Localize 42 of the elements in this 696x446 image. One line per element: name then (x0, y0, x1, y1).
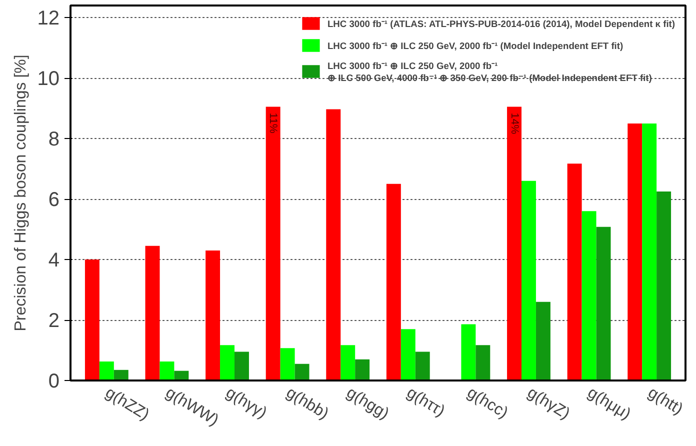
bar (206, 250, 220, 380)
bar (280, 348, 295, 380)
y-tick-label: 0 (48, 370, 60, 392)
y-tick-label: 12 (37, 8, 60, 30)
bar (220, 345, 234, 380)
bar (340, 345, 356, 380)
bar (266, 106, 280, 380)
bar (326, 109, 341, 380)
bar (476, 345, 490, 380)
bar (507, 106, 522, 380)
y-tick-label: 4 (48, 250, 60, 272)
bar (114, 370, 128, 380)
bar (582, 211, 596, 380)
bar (656, 191, 672, 380)
bar (294, 364, 310, 380)
y-tick-label: 8 (48, 128, 60, 151)
bar (596, 226, 611, 380)
bar (415, 352, 430, 380)
bar (461, 324, 476, 380)
bar (386, 184, 401, 380)
bar (99, 361, 114, 380)
y-tick-label: 10 (37, 68, 60, 90)
bar (234, 352, 249, 380)
legend-label: LHC 3000 fb⁻¹ (ATLAS: ATL-PHYS-PUB-2014-016 (2014), Model Dependent κ fit) (327, 18, 675, 30)
annotation: 14% (508, 112, 520, 135)
bar (145, 246, 160, 380)
annotation: 11% (267, 112, 280, 134)
legend-label: LHC 3000 fb⁻¹ ⊕ ILC 250 GeV, 2000 fb⁻¹ (Model Independent EFT fit) (327, 40, 624, 52)
bar (160, 361, 174, 380)
bar (84, 260, 100, 380)
legend-label: LHC 3000 fb⁻¹ ⊕ ILC 250 GeV, 2000 fb⁻¹ ⊕ ILC 500 GeV, 4000 fb⁻¹ ⊕ 350 GeV, 200 fb⁻¹ (Model Independent EFT fit) (327, 60, 652, 83)
y-tick-label: 6 (48, 189, 60, 212)
bar (355, 359, 370, 380)
bar (628, 123, 642, 380)
y-tick-label: 2 (48, 310, 60, 332)
bar (642, 123, 657, 380)
bar (536, 302, 550, 380)
bar (522, 180, 536, 380)
bar (400, 329, 416, 380)
x-tick-label: g(htt) (644, 384, 686, 418)
y-axis-title: Precision of Higgs boson couplings [%] (12, 54, 30, 332)
bar (567, 164, 582, 380)
